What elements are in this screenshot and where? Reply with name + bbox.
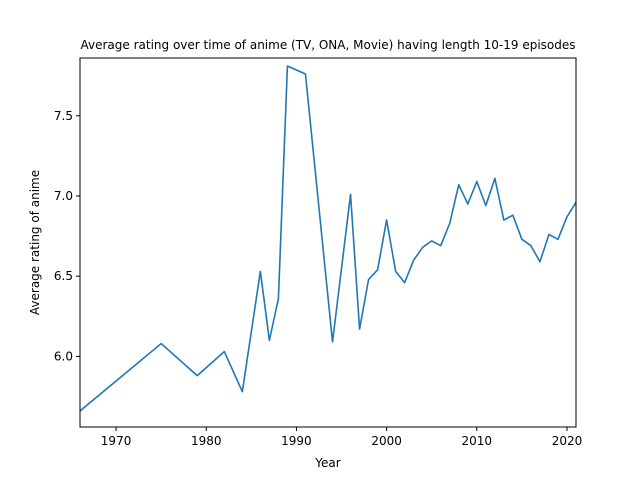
y-tick-label: 7.5 (54, 109, 73, 123)
plot-area (80, 65, 576, 412)
y-tick-label: 6.5 (54, 269, 73, 283)
x-tick-label: 1980 (191, 434, 222, 448)
x-axis: 1970 1980 1990 2000 2010 2020 (101, 427, 582, 448)
x-tick-label: 1990 (281, 434, 312, 448)
x-tick-label: 2000 (371, 434, 402, 448)
y-tick-label: 7.0 (54, 189, 73, 203)
y-axis: 6.0 6.5 7.0 7.5 (54, 109, 80, 363)
y-axis-label: Average rating of anime (28, 170, 42, 315)
x-tick-label: 1970 (101, 434, 132, 448)
chart-title: Average rating over time of anime (TV, O… (81, 38, 576, 52)
x-axis-label: Year (314, 456, 340, 470)
series-line-0 (80, 65, 576, 412)
y-tick-label: 6.0 (54, 349, 73, 363)
x-tick-label: 2020 (552, 434, 583, 448)
plot-frame (79, 57, 577, 428)
x-tick-label: 2010 (462, 434, 493, 448)
